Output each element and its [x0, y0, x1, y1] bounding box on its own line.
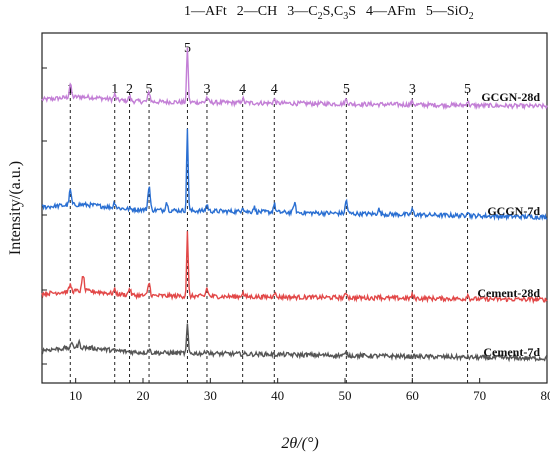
y-tick-marks — [42, 67, 47, 365]
legend-number: 2 — [236, 4, 244, 19]
series-line-gcgn-28d — [41, 47, 548, 111]
x-tick-label: 60 — [406, 388, 419, 403]
series-labels: GCGN-28d GCGN-7d Cement-28d Cement-7d — [477, 90, 540, 359]
legend-phase-name: AFm — [387, 4, 416, 19]
reference-line-label: 2 — [126, 82, 133, 97]
x-tick-label: 70 — [473, 388, 486, 403]
series-line-gcgn-7d — [41, 128, 548, 221]
series-line-cement-7d — [41, 323, 548, 363]
legend-number: 3 — [287, 4, 295, 19]
series-label: GCGN-28d — [481, 90, 540, 104]
reference-line-label: 4 — [239, 82, 246, 97]
reference-line-label: 1 — [111, 82, 118, 97]
series-label: Cement-28d — [477, 286, 540, 300]
legend-number: 5 — [425, 4, 433, 19]
reference-line-label: 1 — [67, 82, 74, 97]
y-axis-label: Intensity/(a.u.) — [7, 161, 24, 255]
x-tick-label: 30 — [204, 388, 217, 403]
x-tick-label: 50 — [339, 388, 352, 403]
reference-line-label: 3 — [409, 82, 416, 97]
legend-item-3: 3—C2S,C3S — [287, 4, 357, 22]
reference-line-label: 3 — [203, 82, 210, 97]
legend-item-5: 5—SiO2 — [425, 4, 474, 22]
legend-item-4: 4—AFm — [366, 4, 416, 19]
legend-phase-name: CH — [257, 4, 278, 19]
series-line-cement-28d — [41, 231, 548, 305]
reference-line-label: 4 — [271, 82, 278, 97]
x-tick-label: 40 — [271, 388, 284, 403]
legend-number: 1 — [184, 4, 191, 19]
series-group — [41, 47, 548, 363]
x-axis-label: 2θ/(°) — [281, 435, 318, 452]
reference-line-label: 5 — [146, 82, 153, 97]
series-label: GCGN-7d — [487, 204, 540, 218]
legend-phase-name: SiO2 — [446, 4, 474, 22]
legend-item-1: 1—AFt — [184, 4, 227, 19]
x-tick-label: 20 — [137, 388, 150, 403]
legend-phase-name: AFt — [205, 4, 227, 19]
legend-number: 4 — [366, 4, 374, 19]
x-ticks: 10 20 30 40 50 60 70 80 — [69, 378, 550, 403]
series-label: Cement-7d — [483, 345, 540, 359]
x-tick-label: 80 — [541, 388, 550, 403]
legend-phase-name: C2S,C3S — [308, 4, 357, 22]
reference-line-label: 5 — [343, 82, 350, 97]
reference-line-label: 5 — [464, 82, 471, 97]
plot-frame — [41, 32, 548, 384]
legend-item-2: 2—CH — [236, 4, 278, 19]
phase-legend: 1—AFt 2—CH 3—C2S,C3S 4—AFm 5—SiO2 — [184, 4, 546, 30]
x-tick-label: 10 — [69, 388, 82, 403]
